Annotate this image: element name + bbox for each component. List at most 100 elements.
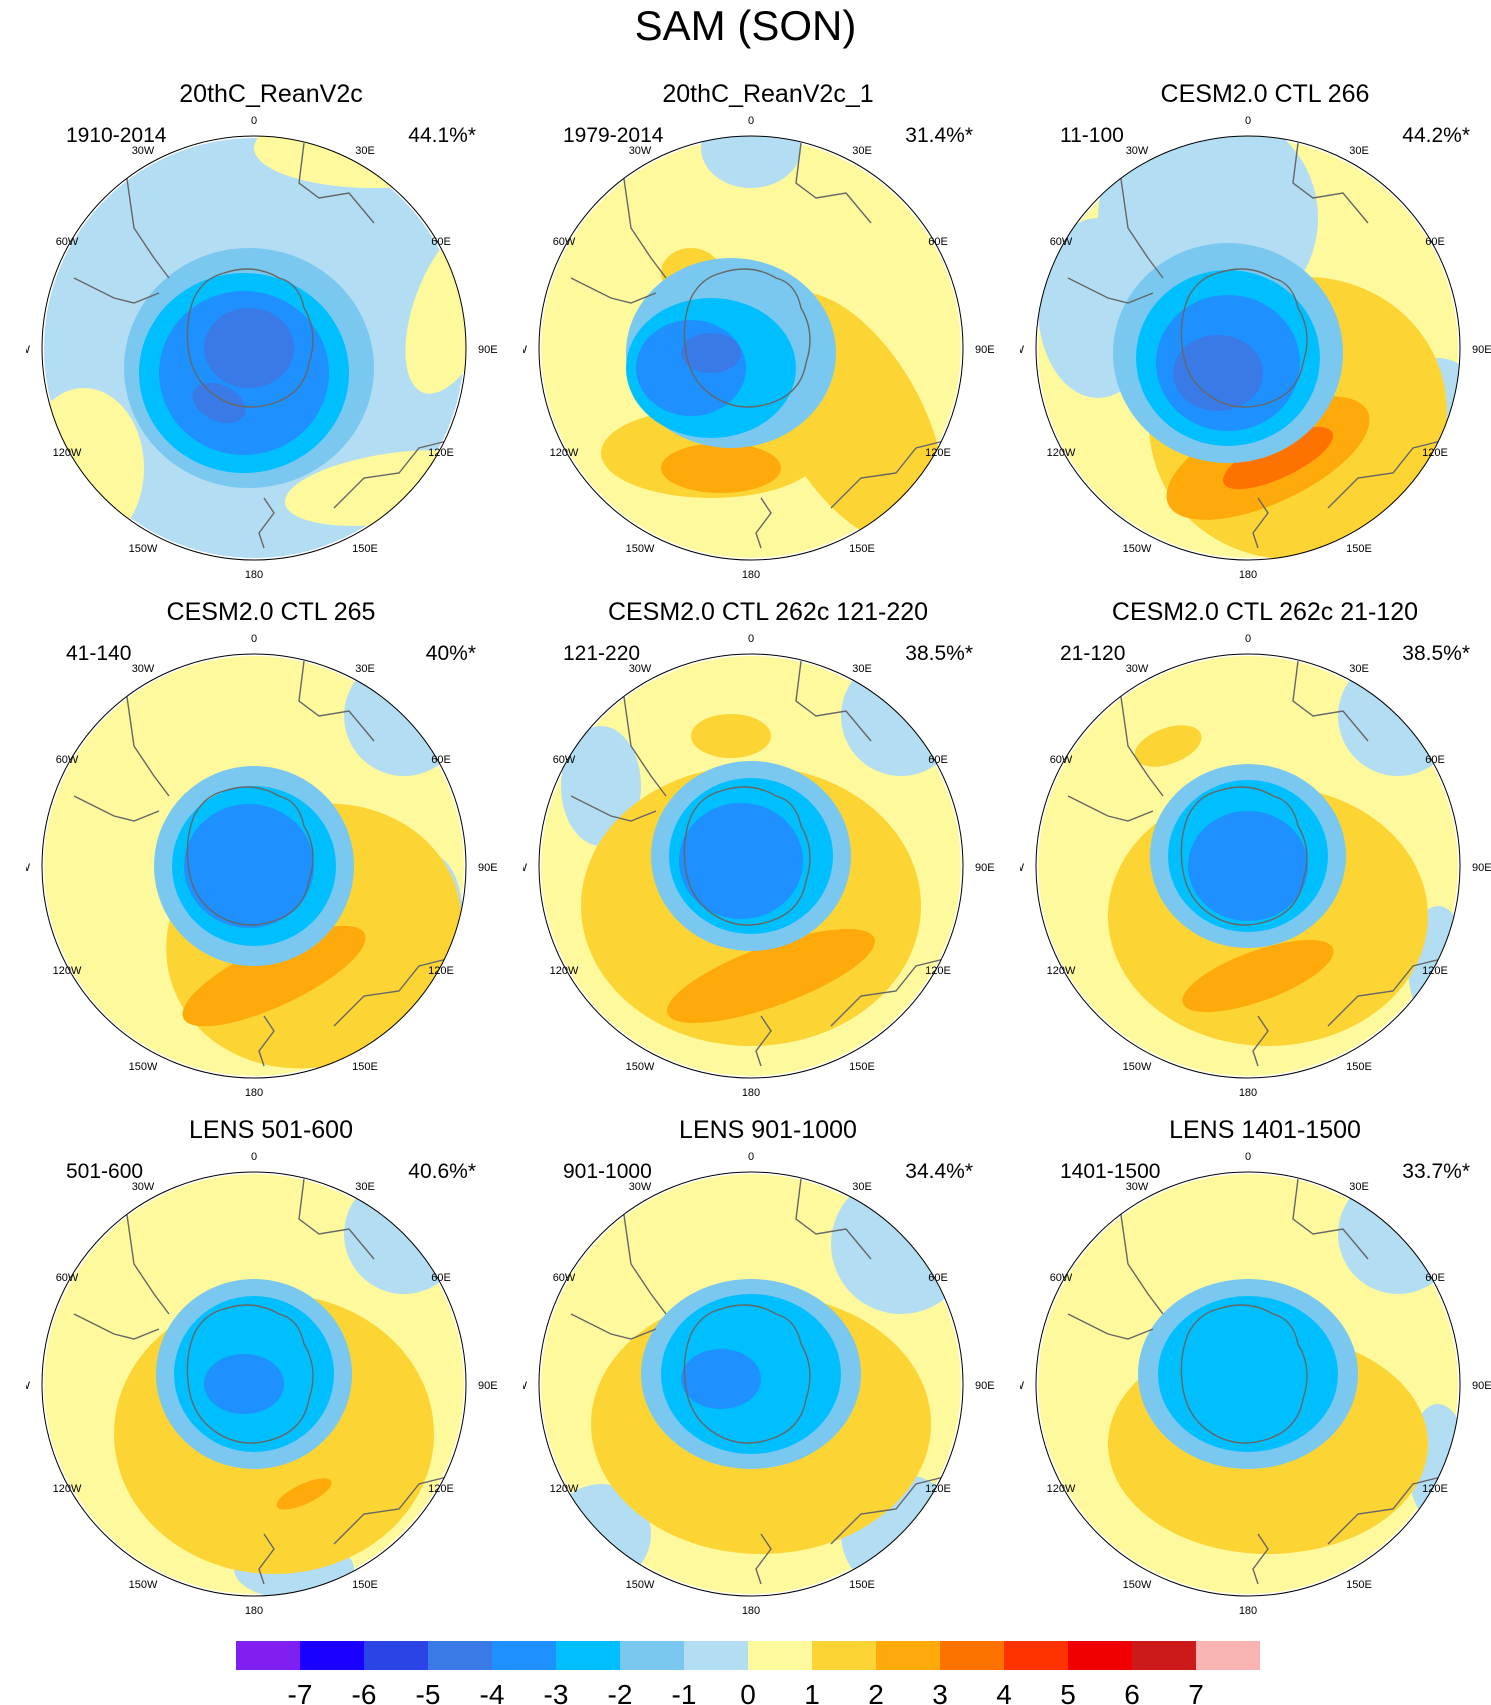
longitude-label: 120W xyxy=(1047,447,1076,459)
longitude-label: 120W xyxy=(53,965,82,977)
longitude-label: 180 xyxy=(1239,569,1257,580)
panel-title: LENS 901-1000 xyxy=(679,1116,857,1144)
longitude-label: 120W xyxy=(53,447,82,459)
anomaly-contour xyxy=(182,925,366,1027)
panel-years: 1910-2014 xyxy=(66,124,167,147)
longitude-label: 120E xyxy=(428,965,454,977)
longitude-label: 90E xyxy=(975,1380,995,1392)
polar-map: 0 30E 60E 90E 120E 150E 180 150W 120W 90W 60W 30W xyxy=(26,633,498,1098)
longitude-label: 90E xyxy=(1472,862,1491,874)
longitude-label: 60W xyxy=(56,236,79,248)
map-panel: 0 30E 60E 90E 120E 150E 180 150W 120W 90W 60W 30W CE… xyxy=(26,598,516,1098)
anomaly-contour xyxy=(681,1349,761,1409)
polar-map: 0 30E 60E 90E 120E 150E 180 150W 120W 90W 60W 30W xyxy=(523,1151,995,1616)
longitude-label: 90W xyxy=(523,862,528,874)
colorbar-label: 6 xyxy=(1124,1679,1140,1705)
longitude-label: 90E xyxy=(478,344,498,356)
coastline xyxy=(1067,1178,1454,1585)
longitude-label: 150E xyxy=(352,543,378,555)
longitude-label: 120E xyxy=(428,447,454,459)
anomaly-contour xyxy=(667,928,875,1024)
map-border xyxy=(1035,653,1461,1079)
longitude-label: 120E xyxy=(1422,1483,1448,1495)
coastline xyxy=(1067,660,1454,1067)
longitude-label: 0 xyxy=(1245,115,1251,127)
longitude-label: 150E xyxy=(1346,543,1372,555)
longitude-label: 60E xyxy=(431,236,451,248)
panel-title: 20thC_ReanV2c_1 xyxy=(662,80,874,108)
longitude-label: 30W xyxy=(629,1181,652,1193)
longitude-label: 60E xyxy=(1425,236,1445,248)
longitude-label: 0 xyxy=(251,633,257,645)
coastline xyxy=(1067,142,1454,549)
polar-map: 0 30E 60E 90E 120E 150E 180 150W 120W 90W 60W 30W xyxy=(1020,115,1491,580)
longitude-label: 30W xyxy=(1126,663,1149,675)
longitude-label: 0 xyxy=(251,1151,257,1163)
map-border xyxy=(41,653,467,1079)
colorbar-swatch xyxy=(1132,1641,1196,1670)
longitude-label: 60E xyxy=(928,754,948,766)
longitude-label: 30E xyxy=(355,145,375,157)
explained-variance: 31.4%* xyxy=(905,124,973,147)
longitude-label: 0 xyxy=(1245,1151,1251,1163)
coastline xyxy=(570,660,957,1067)
anomaly-contour xyxy=(192,382,246,424)
anomaly-contour xyxy=(42,388,144,548)
longitude-label: 60W xyxy=(1050,236,1073,248)
coastline xyxy=(570,142,957,549)
colorbar-label: 2 xyxy=(868,1679,884,1705)
colorbar-label: 3 xyxy=(932,1679,948,1705)
longitude-label: 60W xyxy=(553,754,576,766)
map-panel: 0 30E 60E 90E 120E 150E 180 150W 120W 90W 60W 30W 20… xyxy=(523,80,1013,580)
longitude-label: 150E xyxy=(849,1061,875,1073)
longitude-label: 120W xyxy=(53,1483,82,1495)
longitude-label: 60E xyxy=(928,236,948,248)
colorbar-swatch xyxy=(364,1641,428,1670)
longitude-label: 90W xyxy=(523,344,528,356)
longitude-label: 150W xyxy=(129,543,158,555)
panel-title: CESM2.0 CTL 262c 21-120 xyxy=(1111,598,1419,626)
figure-title: SAM (SON) xyxy=(634,2,857,49)
map-border xyxy=(41,135,467,561)
longitude-label: 30E xyxy=(852,1181,872,1193)
longitude-label: 60W xyxy=(56,1272,79,1284)
longitude-label: 30W xyxy=(629,663,652,675)
longitude-label: 180 xyxy=(245,1087,263,1098)
longitude-label: 90W xyxy=(26,862,31,874)
longitude-label: 120E xyxy=(1422,447,1448,459)
longitude-label: 120E xyxy=(925,447,951,459)
anomaly-contour xyxy=(831,1174,963,1314)
colorbar-label: -1 xyxy=(672,1679,697,1705)
panel-years: 41-140 xyxy=(66,642,132,665)
longitude-label: 120E xyxy=(1422,965,1448,977)
anomaly-contour xyxy=(184,804,314,928)
anomaly-contour xyxy=(1173,335,1263,411)
longitude-label: 180 xyxy=(742,1087,760,1098)
longitude-label: 180 xyxy=(245,1605,263,1616)
explained-variance: 40.6%* xyxy=(408,1160,476,1183)
colorbar-swatch xyxy=(300,1641,364,1670)
longitude-label: 120W xyxy=(550,1483,579,1495)
map-panel: 0 30E 60E 90E 120E 150E 180 150W 120W 90W 60W 30W CE… xyxy=(523,598,1013,1098)
longitude-label: 30W xyxy=(132,663,155,675)
colorbar-label: -7 xyxy=(288,1679,313,1705)
longitude-label: 30W xyxy=(132,1181,155,1193)
longitude-label: 30W xyxy=(1126,145,1149,157)
longitude-label: 150W xyxy=(626,1061,655,1073)
longitude-label: 30E xyxy=(355,663,375,675)
explained-variance: 38.5%* xyxy=(905,642,973,665)
panel-title: CESM2.0 CTL 266 xyxy=(1160,80,1370,108)
colorbar-swatch xyxy=(556,1641,620,1670)
panel-years: 11-100 xyxy=(1060,124,1124,147)
longitude-label: 0 xyxy=(251,115,257,127)
colorbar-swatch xyxy=(492,1641,556,1670)
longitude-label: 90E xyxy=(1472,344,1491,356)
longitude-label: 150E xyxy=(352,1061,378,1073)
map-panel: 0 30E 60E 90E 120E 150E 180 150W 120W 90W 60W 30W CE… xyxy=(1020,598,1491,1098)
longitude-label: 120E xyxy=(925,965,951,977)
colorbar-label: -4 xyxy=(480,1679,505,1705)
colorbar-swatch xyxy=(812,1641,876,1670)
panel-years: 121-220 xyxy=(563,642,641,665)
anomaly-contour xyxy=(1222,426,1334,490)
longitude-label: 60E xyxy=(431,754,451,766)
